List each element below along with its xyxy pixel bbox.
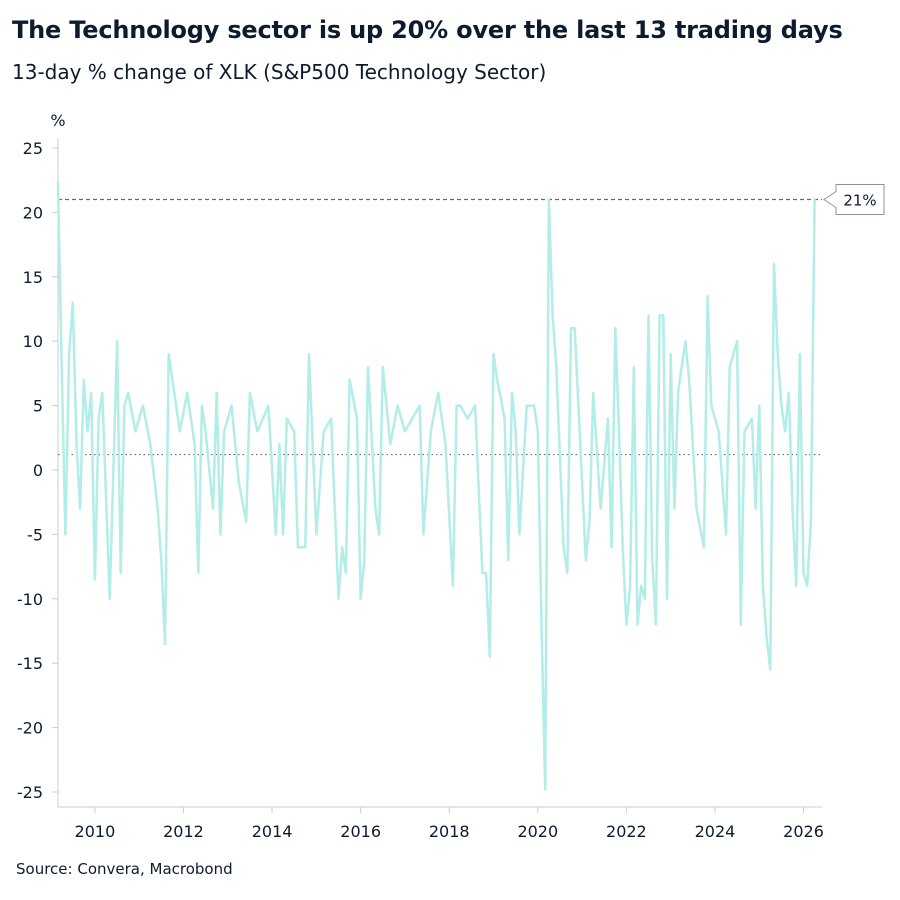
y-tick-label: 25: [23, 139, 43, 158]
y-tick-label: 20: [23, 203, 43, 222]
y-tick-label: -10: [17, 590, 43, 609]
x-tick-label: 2018: [429, 822, 470, 841]
x-tick-label: 2016: [340, 822, 381, 841]
y-tick-label: -25: [17, 783, 43, 802]
source-note: Source: Convera, Macrobond: [16, 860, 233, 878]
x-tick-label: 2014: [252, 822, 293, 841]
x-tick-label: 2012: [163, 822, 204, 841]
callout-label: 21%: [843, 192, 876, 210]
y-tick-label: -15: [17, 654, 43, 673]
y-tick-label: 0: [33, 461, 43, 480]
x-tick-label: 2024: [695, 822, 736, 841]
series-line-xlk: [56, 181, 816, 791]
x-tick-label: 2020: [517, 822, 558, 841]
x-tick-label: 2010: [75, 822, 116, 841]
y-tick-label: -5: [27, 525, 43, 544]
callout-box: [823, 184, 885, 216]
reference-lines: [58, 198, 822, 456]
x-tick-label: 2026: [783, 822, 824, 841]
y-tick-label: 10: [23, 332, 43, 351]
chart-subtitle: 13-day % change of XLK (S&P500 Technolog…: [12, 60, 547, 84]
axes: % 25 20 15 10 5 0 -5 -10 -15 -20 -25 2010 2012 2014 201…: [17, 111, 824, 841]
x-tick-label: 2022: [606, 822, 647, 841]
y-tick-label: 15: [23, 268, 43, 287]
series-layer: [56, 181, 816, 791]
last-value-callout: 21%: [823, 184, 885, 216]
y-tick-label: -20: [17, 719, 43, 738]
chart-title: The Technology sector is up 20% over the…: [12, 16, 843, 44]
y-tick-label: 5: [33, 397, 43, 416]
y-axis-unit-label: %: [50, 111, 65, 130]
